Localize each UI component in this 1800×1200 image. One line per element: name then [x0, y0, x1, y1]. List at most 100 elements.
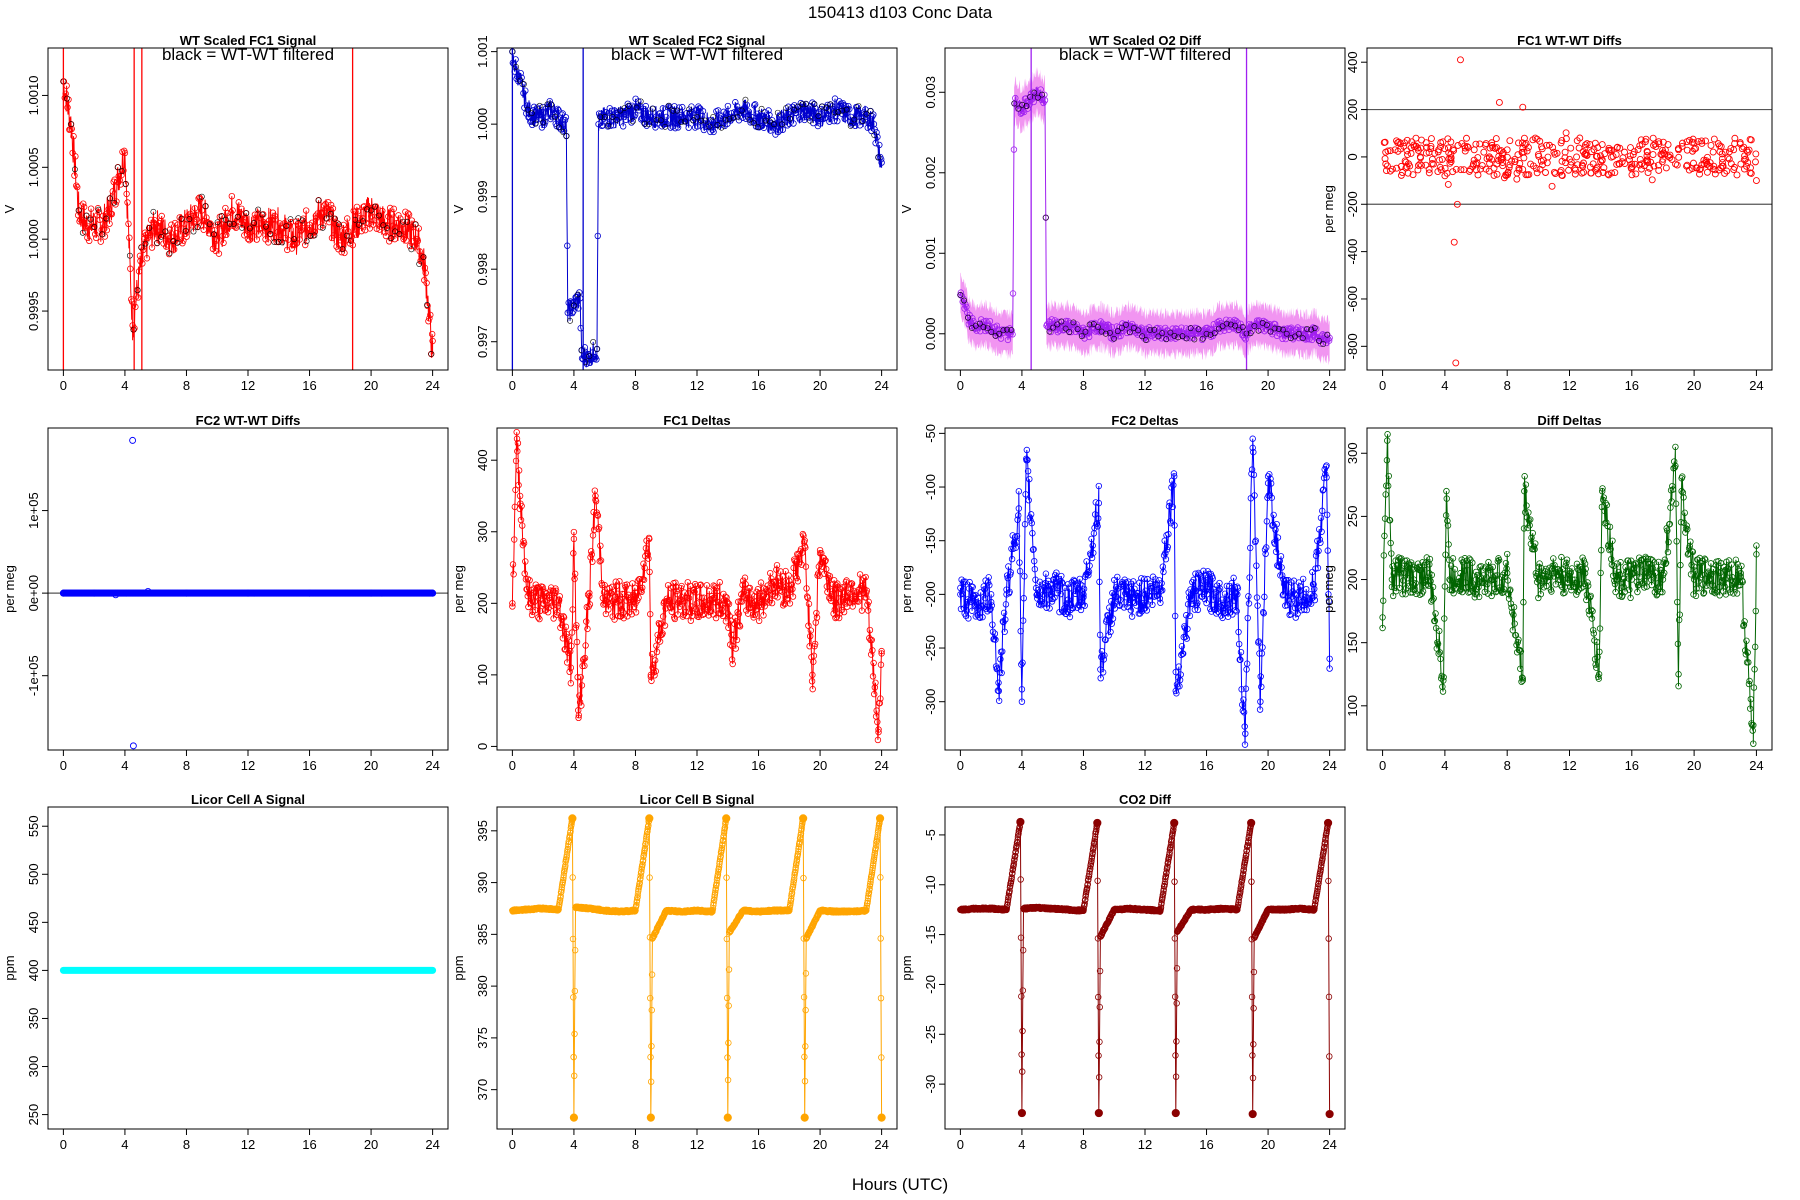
data-point — [369, 221, 377, 228]
data-point — [575, 712, 583, 719]
data-point — [1728, 561, 1735, 568]
data-point — [1243, 660, 1251, 667]
filtered-point — [674, 107, 681, 114]
data-point — [836, 610, 843, 617]
data-point — [1486, 159, 1494, 167]
data-point — [1543, 573, 1551, 580]
data-point — [1677, 519, 1685, 526]
filtered-point — [158, 233, 165, 240]
data-point — [1258, 683, 1265, 691]
x-tick-label: 4 — [1441, 378, 1448, 393]
data-point — [527, 600, 535, 607]
filtered-point — [730, 114, 737, 121]
data-point — [1307, 591, 1314, 598]
data-point — [1289, 332, 1296, 339]
x-tick-label: 16 — [302, 758, 316, 773]
y-axis-label: per meg — [1321, 565, 1336, 613]
data-point — [102, 211, 110, 218]
data-point — [1401, 139, 1409, 147]
data-point — [558, 888, 565, 895]
data-point — [129, 742, 137, 750]
filtered-point — [586, 353, 593, 360]
data-point — [1199, 585, 1207, 592]
data-point — [1638, 140, 1646, 148]
filtered-point — [1123, 321, 1129, 328]
filtered-point — [556, 124, 562, 131]
data-point — [152, 221, 160, 228]
data-point — [1615, 160, 1623, 167]
data-point — [695, 103, 702, 110]
data-point — [383, 222, 390, 229]
data-point — [1256, 706, 1264, 713]
data-point — [730, 637, 737, 644]
data-point — [1676, 611, 1683, 618]
data-point — [1724, 565, 1731, 572]
y-tick-label: 0.998 — [475, 253, 490, 286]
data-point — [128, 298, 136, 305]
data-point — [407, 223, 415, 231]
data-point — [1731, 583, 1738, 591]
data-point — [567, 680, 575, 687]
data-point — [68, 125, 75, 133]
data-point — [1317, 539, 1324, 546]
data-point — [124, 199, 131, 206]
data-point — [1408, 561, 1416, 569]
data-point — [640, 560, 647, 567]
data-point — [1598, 141, 1606, 149]
data-point — [509, 561, 517, 568]
data-point — [1679, 489, 1687, 496]
data-point — [586, 589, 593, 597]
data-point — [1576, 581, 1583, 588]
filtered-point — [424, 302, 430, 308]
data-point — [1638, 160, 1646, 168]
data-point — [1160, 328, 1167, 336]
filtered-point — [1119, 324, 1125, 331]
data-point — [674, 590, 681, 598]
data-point — [1521, 487, 1528, 495]
data-point — [1125, 599, 1133, 607]
data-point — [1119, 320, 1126, 327]
data-point — [1753, 551, 1760, 558]
data-point — [1517, 665, 1524, 672]
data-point — [976, 614, 984, 621]
data-point — [969, 583, 976, 591]
data-point — [595, 524, 603, 531]
data-point — [1417, 567, 1424, 574]
data-point — [656, 110, 664, 117]
data-point — [1267, 480, 1275, 487]
data-point — [265, 239, 272, 246]
data-point — [1519, 165, 1527, 173]
data-point — [354, 208, 362, 215]
data-point — [121, 149, 129, 157]
data-point — [834, 117, 841, 125]
data-point — [1644, 570, 1651, 577]
data-point — [791, 102, 798, 109]
data-point — [1255, 639, 1262, 646]
filtered-point — [795, 103, 801, 110]
data-point — [1590, 146, 1598, 154]
x-tick-label: 0 — [957, 758, 964, 773]
data-point — [1083, 558, 1090, 565]
x-tick-label: 8 — [183, 758, 190, 773]
filtered-point — [246, 225, 253, 232]
filtered-point — [1015, 105, 1022, 112]
x-tick-label: 24 — [874, 758, 888, 773]
data-point — [806, 643, 813, 650]
data-point — [997, 655, 1004, 663]
data-point — [1217, 328, 1224, 335]
data-point — [593, 356, 600, 363]
data-point — [1416, 153, 1424, 161]
data-point — [570, 1053, 577, 1061]
data-point — [70, 133, 77, 140]
data-point — [1209, 575, 1216, 582]
data-point — [965, 615, 972, 622]
data-point — [511, 536, 518, 543]
data-point — [1703, 168, 1711, 176]
data-point — [1664, 527, 1671, 534]
data-point — [1107, 628, 1114, 636]
data-point — [1404, 574, 1411, 582]
data-point — [1508, 157, 1516, 165]
data-point — [1018, 698, 1026, 705]
x-tick-label: 8 — [632, 758, 639, 773]
data-point — [358, 227, 365, 235]
